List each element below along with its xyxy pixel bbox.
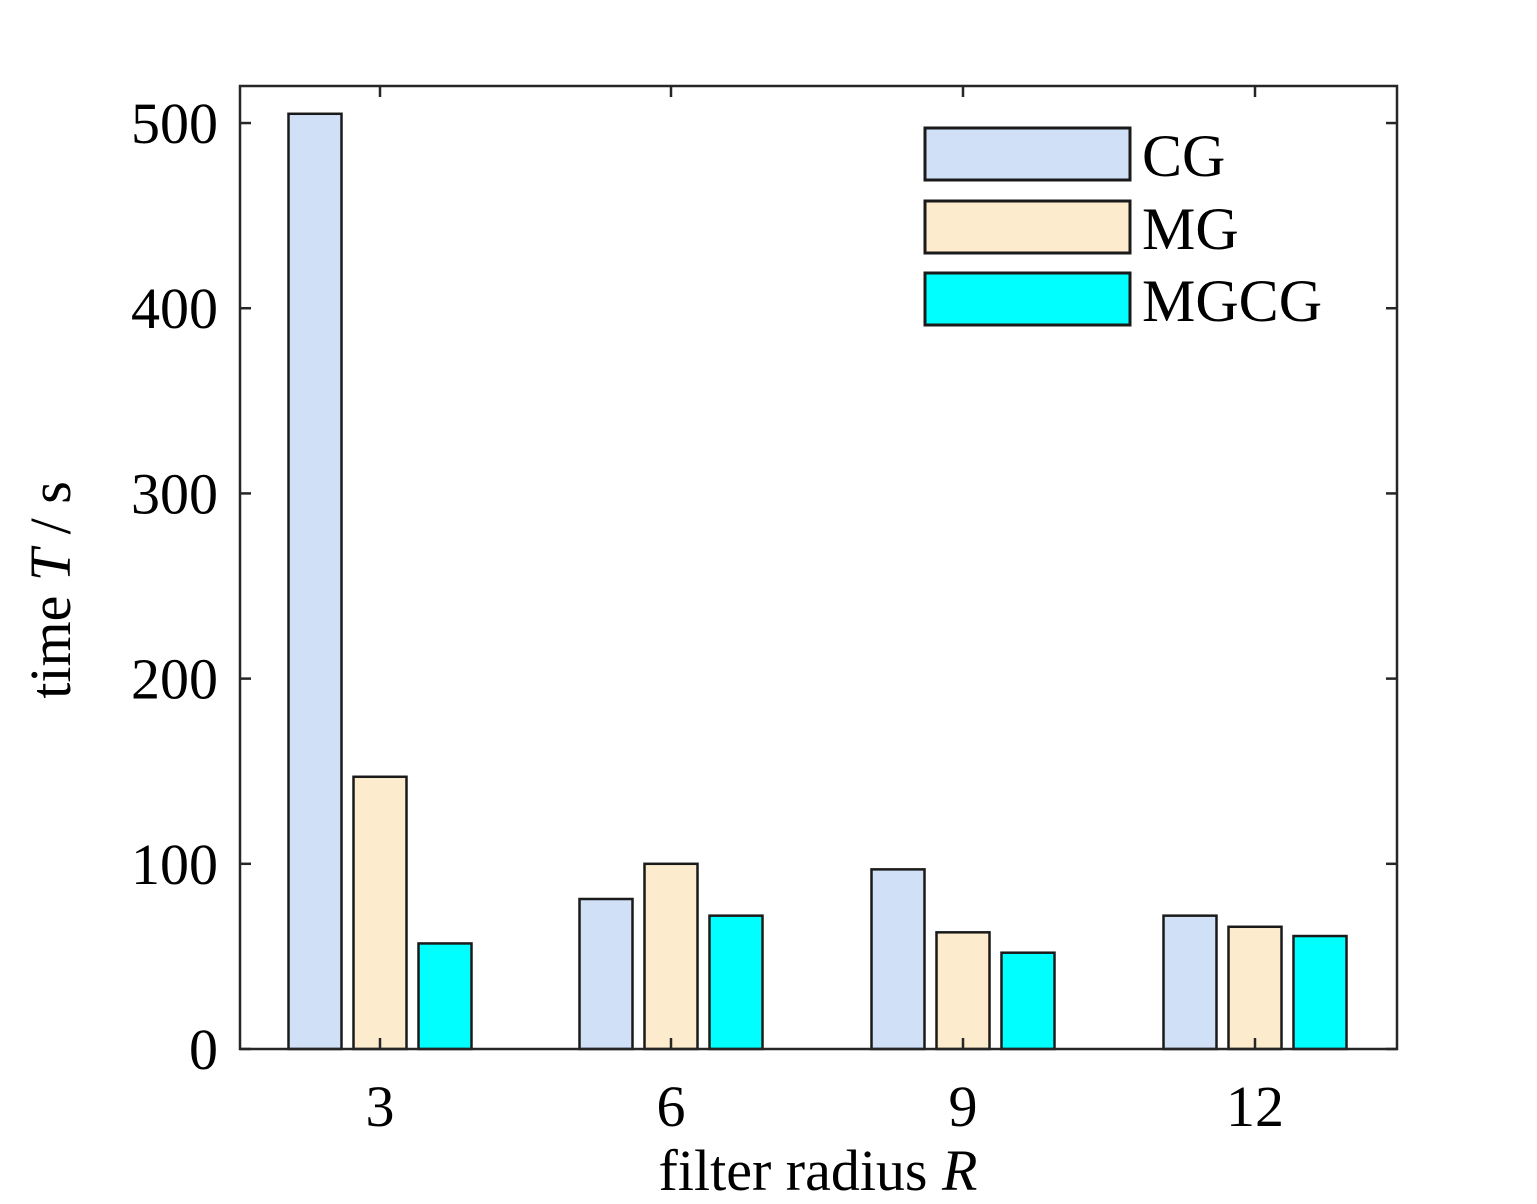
bar-mg-r9	[935, 931, 991, 1051]
legend-swatch-cg	[923, 126, 1132, 182]
bar-cg-r3	[287, 112, 343, 1051]
axis-ticks	[240, 86, 1397, 1051]
bar-mg-r6	[643, 862, 699, 1051]
legend-label-mg: MG	[1142, 196, 1239, 262]
y-tick-label-0: 0	[189, 1017, 218, 1082]
plot-frame	[238, 84, 1399, 1051]
legend-label-mgcg: MGCG	[1142, 268, 1322, 334]
y-tick-label-500: 500	[131, 91, 218, 156]
x-tick-label-6: 6	[657, 1074, 686, 1139]
bar-mgcg-r9	[1000, 951, 1056, 1051]
x-tick-labels: 3 6 9 12	[366, 1074, 1285, 1139]
legend-label-cg: CG	[1142, 123, 1225, 189]
y-tick-labels: 0 100 200 300 400 500	[131, 91, 218, 1082]
bar-mgcg-r3	[417, 942, 473, 1051]
y-tick-label-100: 100	[131, 832, 218, 897]
x-tick-label-12: 12	[1226, 1074, 1284, 1139]
legend-swatch-mg	[923, 199, 1132, 255]
bar-mg-r3	[352, 775, 408, 1051]
bar-mg-r12	[1227, 925, 1283, 1051]
bar-mgcg-r12	[1292, 934, 1348, 1051]
y-axis-label-variable: T	[18, 545, 83, 581]
bar-mgcg-r6	[708, 914, 764, 1051]
x-axis-label-text: filter radius	[659, 1138, 942, 1203]
y-axis-label-unit: / s	[18, 481, 83, 549]
y-axis-label-text: time	[18, 581, 83, 699]
x-axis-label-variable: R	[941, 1138, 977, 1203]
x-tick-label-9: 9	[949, 1074, 978, 1139]
y-tick-label-200: 200	[131, 647, 218, 712]
x-axis-label: filter radius R	[659, 1138, 978, 1203]
bar-cg-r12	[1162, 914, 1218, 1051]
bars-layer	[287, 112, 1348, 1051]
y-tick-label-300: 300	[131, 461, 218, 526]
y-axis-label: time T / s	[18, 481, 83, 699]
bar-cg-r9	[870, 868, 926, 1051]
y-tick-label-400: 400	[131, 276, 218, 341]
legend-swatch-mgcg	[923, 271, 1132, 327]
x-tick-label-3: 3	[366, 1074, 395, 1139]
bar-cg-r6	[578, 897, 634, 1051]
